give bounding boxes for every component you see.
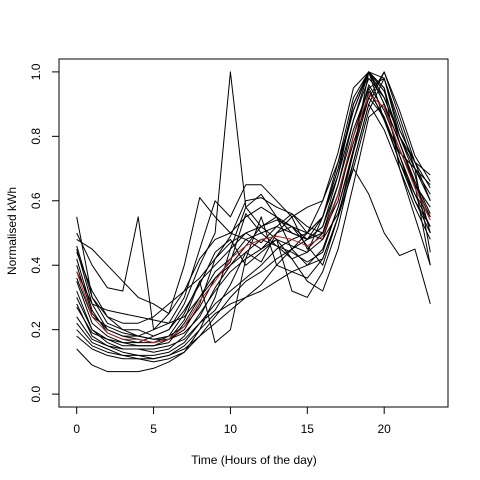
series-line-17 xyxy=(76,103,431,344)
x-tick-label: 0 xyxy=(73,422,80,436)
y-tick-label: 0.4 xyxy=(29,257,43,274)
series-line-19 xyxy=(76,71,431,340)
series-line-14 xyxy=(76,103,431,324)
series-line-15 xyxy=(76,71,431,344)
series-line-2 xyxy=(76,71,431,331)
y-tick-label: 1.0 xyxy=(29,63,43,80)
x-axis-label: Time (Hours of the day) xyxy=(191,453,317,467)
series-line-1 xyxy=(76,71,431,337)
y-tick-label: 0.2 xyxy=(29,321,43,338)
series-line-10 xyxy=(76,97,431,360)
y-tick-label: 0.6 xyxy=(29,192,43,209)
series-mean-line xyxy=(76,93,431,344)
series-line-5 xyxy=(76,71,431,337)
x-tick-label: 20 xyxy=(378,422,392,436)
series-line-16 xyxy=(76,77,431,347)
series-line-20 xyxy=(76,71,431,350)
x-tick-label: 15 xyxy=(301,422,315,436)
series-line-18 xyxy=(76,90,431,340)
series-lines xyxy=(76,71,431,373)
x-axis: 0 5 10 15 20 xyxy=(73,406,392,436)
series-line-7 xyxy=(76,84,431,353)
y-tick-label: 0.0 xyxy=(29,385,43,402)
y-axis: 0.0 0.2 0.4 0.6 0.8 1.0 xyxy=(29,63,60,402)
x-tick-label: 5 xyxy=(150,422,157,436)
series-line-12 xyxy=(76,71,431,373)
series-line-8 xyxy=(76,71,431,356)
y-tick-label: 0.8 xyxy=(29,128,43,145)
y-axis-label: Normalised kWh xyxy=(5,187,19,275)
series-line-11 xyxy=(76,168,431,363)
series-line-4 xyxy=(76,71,431,344)
x-tick-label: 10 xyxy=(224,422,238,436)
